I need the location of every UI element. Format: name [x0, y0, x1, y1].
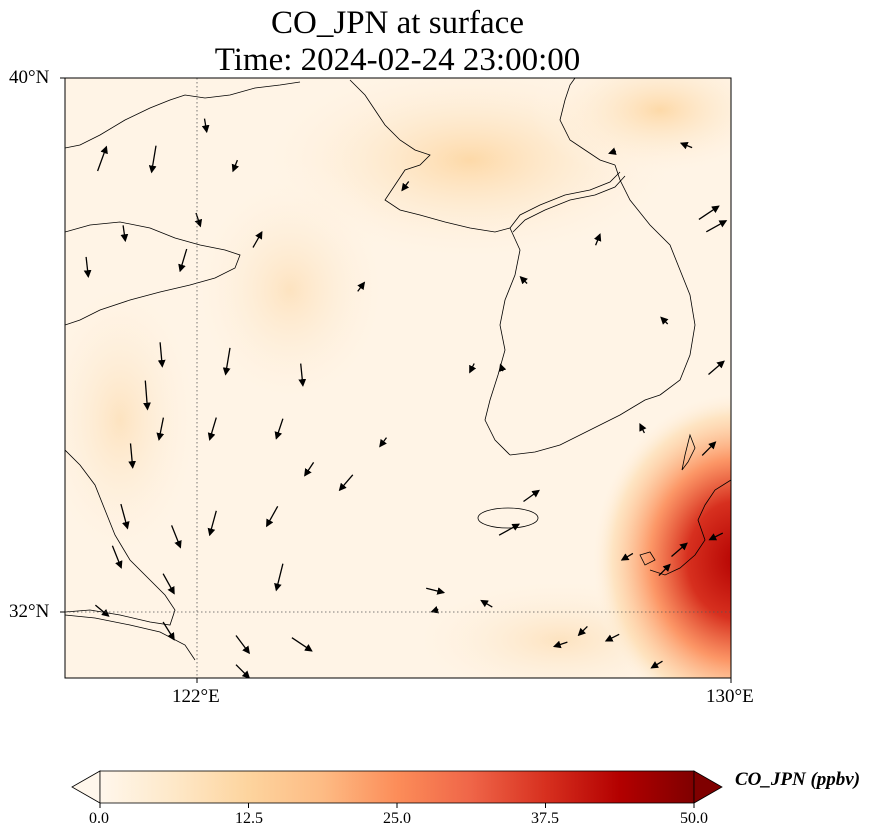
- wind-arrow: [430, 605, 440, 614]
- wind-arrow: [266, 505, 279, 528]
- map-time-subtitle: Time: 2024-02-24 23:00:00: [214, 42, 581, 78]
- axis-ticks: [60, 77, 732, 683]
- wind-arrow: [498, 363, 507, 372]
- map-title: CO_JPN at surface: [271, 5, 524, 41]
- wind-arrow: [222, 347, 231, 376]
- lat-tick-40N: 40°N: [9, 67, 50, 88]
- wind-arrow: [252, 230, 263, 248]
- wind-arrow: [523, 489, 540, 503]
- wind-arrow: [274, 418, 284, 440]
- coastlines: [65, 78, 731, 661]
- wind-arrow: [705, 220, 728, 233]
- wind-arrow: [207, 417, 217, 441]
- gridlines: [65, 78, 731, 678]
- wind-arrow: [401, 181, 410, 192]
- colorbar-tick-label: 12.5: [235, 810, 263, 827]
- wind-arrow: [552, 640, 568, 649]
- coastline-jiangsu: [65, 449, 176, 626]
- wind-arrow: [593, 233, 602, 246]
- wind-arrow: [148, 145, 157, 174]
- lon-tick-130E: 130°E: [706, 686, 754, 707]
- wind-arrow: [128, 443, 136, 469]
- wind-arrow: [170, 525, 182, 549]
- wind-arrow: [426, 587, 446, 595]
- wind-arrow: [120, 225, 129, 243]
- wind-arrow: [708, 360, 725, 375]
- coastline-korea-north: [559, 78, 616, 166]
- coastline-shandong: [65, 221, 241, 326]
- coastline-korea-west: [484, 227, 521, 456]
- colorbar-tick-label: 50.0: [680, 810, 708, 827]
- wind-arrow: [639, 423, 647, 434]
- wind-arrow: [469, 363, 477, 374]
- coastline-yangtze-mouth: [65, 614, 196, 661]
- wind-arrow: [698, 205, 720, 220]
- wind-arrow: [235, 664, 251, 678]
- colorbar-tick-label: 0.0: [89, 810, 109, 827]
- coastline-bohai-north: [349, 79, 511, 233]
- wind-arrow: [111, 545, 123, 569]
- wind-arrow: [162, 621, 175, 641]
- lon-tick-122E: 122°E: [172, 686, 220, 707]
- wind-arrow: [671, 542, 688, 557]
- wind-arrow: [660, 316, 669, 325]
- wind-arrow: [235, 635, 250, 655]
- colorbar: [71, 770, 723, 808]
- wind-arrow: [157, 342, 166, 368]
- wind-arrow: [162, 573, 175, 595]
- wind-arrow: [291, 637, 313, 652]
- wind-arrow: [577, 625, 588, 637]
- wind-arrow: [379, 437, 388, 448]
- colorbar-extend-min: [71, 770, 101, 804]
- colorbar-tick-label: 37.5: [531, 810, 559, 827]
- wind-arrow: [608, 147, 617, 155]
- wind-arrow: [274, 563, 284, 592]
- wind-arrow: [498, 523, 521, 536]
- wind-arrow: [96, 145, 108, 172]
- map-frame: [64, 77, 732, 679]
- goto-islands: [639, 551, 656, 566]
- colorbar-body: [99, 770, 695, 804]
- wind-arrow: [604, 633, 620, 642]
- colorbar-tick-label: 25.0: [383, 810, 411, 827]
- wind-vectors: [83, 118, 728, 678]
- wind-arrow: [201, 118, 210, 134]
- wind-arrow: [620, 552, 634, 561]
- coastline-liaodong: [65, 81, 301, 149]
- wind-arrow: [304, 462, 315, 477]
- wind-arrow: [658, 563, 671, 577]
- wind-arrow: [708, 532, 724, 541]
- coastline-korea-east: [614, 164, 696, 396]
- border-north-korea-china: [509, 171, 626, 233]
- lat-tick-32N: 32°N: [9, 601, 50, 622]
- wind-arrow: [679, 141, 693, 150]
- wind-arrow: [519, 275, 528, 285]
- coastline-korea-south: [509, 394, 661, 456]
- jeju-island: [477, 507, 539, 529]
- wind-arrow: [143, 380, 151, 411]
- co-concentration-field: [65, 78, 731, 678]
- colorbar-title: CO_JPN (ppbv): [735, 769, 861, 790]
- wind-arrow: [207, 510, 217, 537]
- wind-arrow: [650, 660, 663, 669]
- wind-arrow: [156, 417, 165, 441]
- wind-arrow: [701, 441, 717, 456]
- wind-arrow: [120, 503, 130, 530]
- wind-arrow: [94, 604, 110, 617]
- wind-arrow: [338, 474, 354, 492]
- wind-arrow: [231, 159, 240, 173]
- tsushima-island: [681, 433, 696, 471]
- wind-arrow: [178, 248, 188, 273]
- wind-arrow: [298, 363, 307, 387]
- wind-arrow: [357, 281, 366, 292]
- wind-arrow: [480, 599, 493, 608]
- colorbar-extend-max: [693, 770, 723, 804]
- wind-arrow: [83, 256, 92, 278]
- kyushu-coast: [649, 479, 731, 576]
